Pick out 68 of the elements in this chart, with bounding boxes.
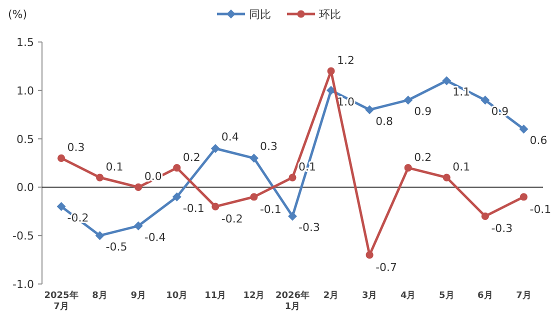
- data-label: -0.1: [260, 202, 282, 216]
- data-label: 0.3: [260, 140, 278, 154]
- point: [249, 154, 258, 163]
- point: [57, 154, 66, 162]
- point: [481, 212, 489, 220]
- point: [442, 174, 450, 182]
- point: [96, 174, 104, 182]
- data-label: -0.3: [491, 222, 513, 236]
- data-label: 0.1: [106, 160, 124, 174]
- x-tick-label: 10月: [166, 290, 188, 301]
- x-tick-label: 2025年 7月: [44, 290, 78, 312]
- x-tick-label: 5月: [439, 290, 454, 301]
- point: [172, 192, 182, 202]
- point: [95, 231, 104, 240]
- point: [56, 202, 66, 212]
- y-tick-label: -1.0: [12, 278, 34, 291]
- y-tick-label: 0.5: [16, 132, 34, 146]
- y-tick-label: 1.5: [16, 36, 34, 49]
- x-tick-label: 8月: [92, 290, 108, 301]
- data-label: 0.9: [414, 105, 432, 118]
- point: [288, 174, 296, 182]
- point: [134, 221, 143, 230]
- data-label: 0.8: [376, 114, 394, 128]
- point: [327, 67, 335, 75]
- legend-label: 环比: [319, 8, 341, 21]
- x-tick-label: 7月: [516, 290, 532, 301]
- data-label: 0.6: [530, 134, 548, 148]
- point: [365, 105, 374, 114]
- point: [480, 96, 490, 105]
- point: [404, 164, 412, 172]
- point: [366, 251, 374, 259]
- point: [212, 202, 220, 210]
- legend-label: 同比: [249, 8, 271, 21]
- data-label: -0.2: [221, 212, 243, 226]
- data-label: 0.2: [414, 150, 432, 164]
- x-tick-label: 2026年 1月: [275, 290, 310, 312]
- data-label: 0.4: [221, 130, 239, 144]
- data-label: 1.1: [452, 86, 470, 99]
- x-tick-label: 2月: [323, 290, 339, 301]
- point: [442, 76, 452, 86]
- point: [173, 164, 181, 172]
- data-label: 1.2: [337, 54, 355, 68]
- point: [288, 212, 297, 221]
- data-label: -0.5: [106, 240, 128, 254]
- data-label: -0.4: [144, 230, 166, 244]
- point: [210, 144, 220, 153]
- y-tick-label: 1.0: [16, 84, 34, 98]
- x-tick-label: 6月: [478, 290, 493, 301]
- data-label: 0.1: [452, 160, 470, 174]
- y-tick-label: -0.5: [12, 230, 34, 243]
- point: [520, 193, 528, 201]
- point: [404, 96, 413, 105]
- data-label: -0.3: [298, 221, 320, 234]
- point: [134, 183, 142, 191]
- y-tick-label: 0.0: [16, 181, 34, 194]
- point: [250, 193, 258, 201]
- data-label: -0.1: [530, 202, 552, 216]
- data-label: -0.7: [376, 260, 398, 274]
- x-tick-label: 9月: [130, 290, 146, 301]
- x-tick-label: 12月: [243, 290, 265, 301]
- data-label: -0.1: [182, 202, 204, 215]
- point: [519, 124, 528, 134]
- y-axis-title: (%): [8, 8, 28, 21]
- data-label: 0.3: [67, 141, 85, 154]
- x-tick-label: 11月: [204, 290, 226, 301]
- x-tick-label: 3月: [362, 290, 378, 301]
- data-label: 0.2: [182, 150, 200, 164]
- x-tick-label: 4月: [400, 290, 416, 301]
